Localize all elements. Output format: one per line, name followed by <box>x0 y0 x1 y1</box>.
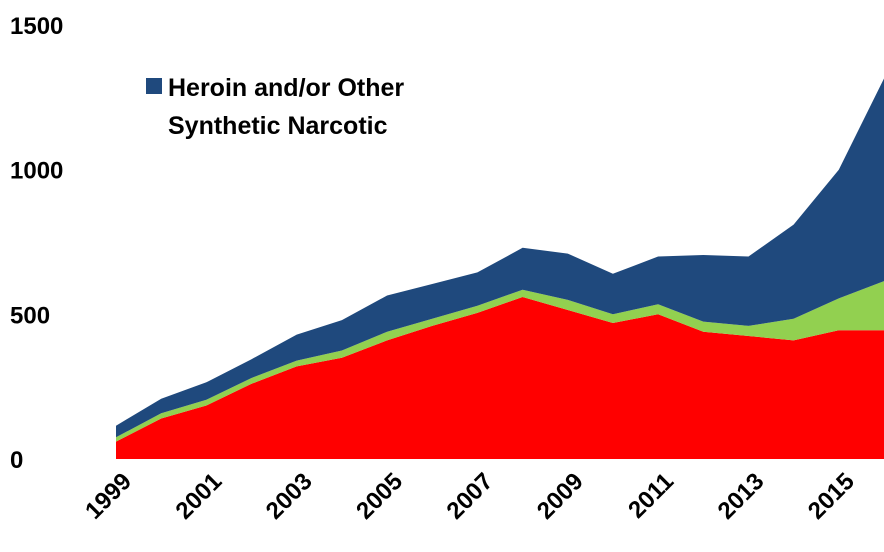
x-axis-tick-labels: 1999 2001 2003 2005 2007 2009 2011 2013 2015 <box>80 468 860 525</box>
x-tick-label: 2011 <box>623 468 679 524</box>
x-tick-label: 1999 <box>80 468 137 525</box>
area-heroin-synthetic-narcotic <box>116 78 884 438</box>
y-axis-tick-labels: 0 500 1000 1500 <box>10 13 63 474</box>
y-tick-label: 1000 <box>10 158 63 185</box>
legend-label-line-1: Heroin and/or Other <box>168 74 404 102</box>
legend-label-line-2: Synthetic Narcotic <box>168 112 388 140</box>
x-tick-label: 2005 <box>351 468 408 525</box>
y-tick-label: 0 <box>10 447 23 474</box>
x-tick-label: 2015 <box>803 468 860 525</box>
x-tick-label: 2003 <box>261 468 318 525</box>
x-tick-label: 2013 <box>713 468 770 525</box>
area-methadone <box>116 281 884 442</box>
x-tick-label: 2001 <box>170 468 227 525</box>
area-other-opioids <box>116 297 884 459</box>
x-tick-label: 2009 <box>532 468 589 525</box>
legend: Heroin and/or Other Synthetic Narcotic <box>146 74 404 140</box>
y-tick-label: 1500 <box>10 13 63 40</box>
legend-swatch-heroin <box>146 78 162 94</box>
y-tick-label: 500 <box>10 302 50 329</box>
x-tick-label: 2007 <box>442 468 499 525</box>
area-series-group <box>116 78 884 459</box>
